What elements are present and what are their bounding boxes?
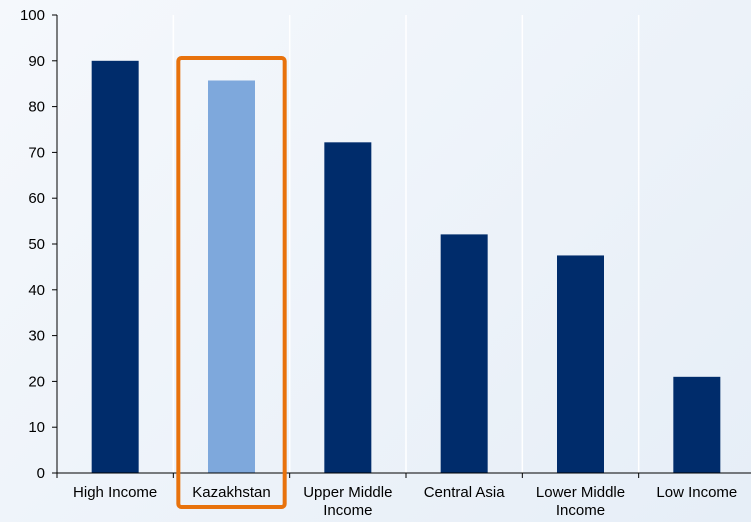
y-tick-label: 80	[28, 99, 45, 116]
x-axis-labels: High Income Kazakhstan Upper Middle Income C…	[73, 484, 737, 519]
y-tick-label: 30	[28, 328, 45, 345]
x-category-label: Kazakhstan	[192, 484, 270, 501]
bar	[208, 80, 255, 473]
y-tick-label: 0	[37, 465, 45, 482]
y-tick-label: 90	[28, 53, 45, 70]
x-category-label: Upper Middle Income	[303, 484, 392, 519]
y-tick-label: 20	[28, 373, 45, 390]
y-tick-label: 100	[20, 7, 45, 24]
y-tick-label: 40	[28, 282, 45, 299]
y-tick-label: 10	[28, 419, 45, 436]
axes	[56, 15, 751, 474]
bar	[673, 376, 721, 473]
bar	[324, 142, 372, 473]
highlight-box	[176, 56, 287, 509]
y-tick-label: 60	[28, 190, 45, 207]
x-category-label: Low Income	[656, 484, 737, 501]
bars	[91, 60, 721, 474]
x-category-label: Lower Middle Income	[536, 484, 625, 519]
y-tick-label: 50	[28, 236, 45, 253]
y-axis-ticks: 0 10 20 30 40 50 60 70 80 90 100	[20, 7, 640, 482]
bar	[91, 60, 139, 474]
x-category-label: High Income	[73, 484, 157, 501]
gridlines	[172, 15, 640, 473]
y-tick-label: 70	[28, 144, 45, 161]
bar	[557, 255, 604, 473]
x-category-label: Central Asia	[424, 484, 506, 501]
bar	[440, 234, 488, 473]
